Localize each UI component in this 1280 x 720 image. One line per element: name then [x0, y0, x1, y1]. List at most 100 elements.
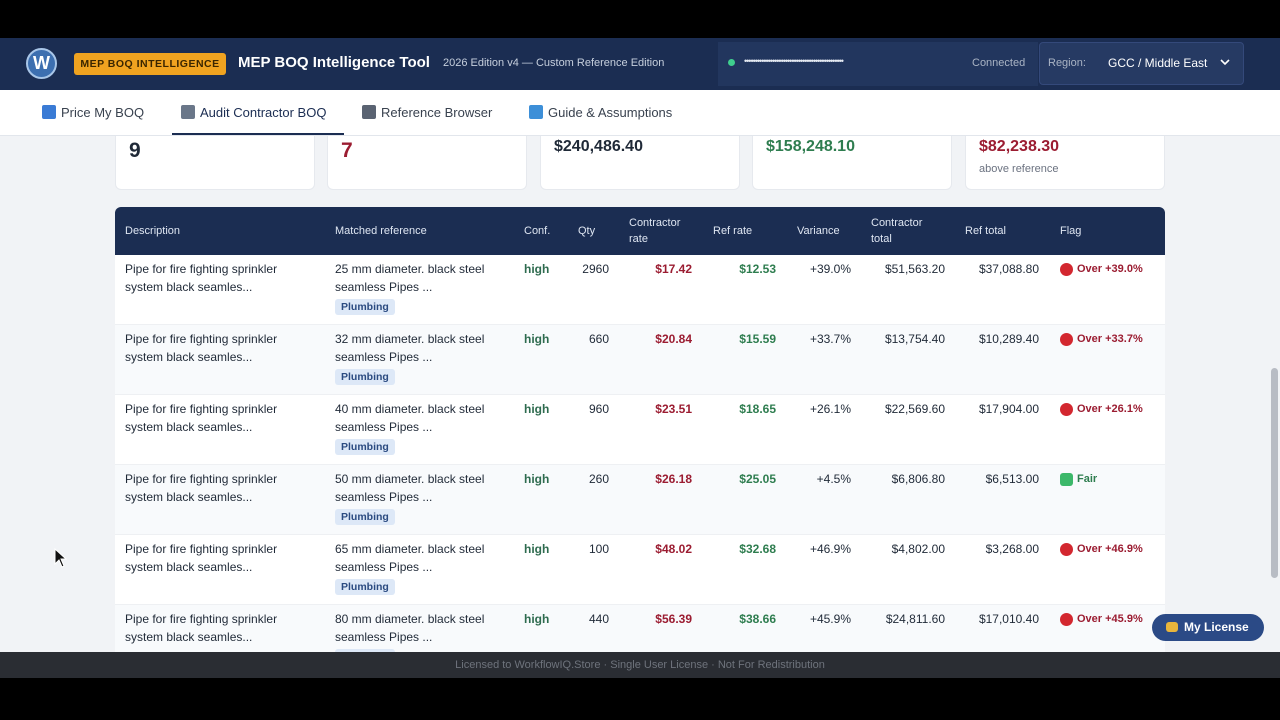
ref-total: $10,289.40: [978, 332, 1039, 346]
confidence: high: [524, 262, 550, 276]
contractor-total: $13,754.40: [884, 332, 945, 346]
tab[interactable]: Price My BOQ: [61, 105, 145, 120]
region-label: Region:: [1048, 57, 1086, 69]
qty: 660: [588, 332, 609, 346]
category-tag: Plumbing: [335, 509, 395, 525]
ref-rate: $32.68: [739, 542, 776, 556]
over-icon: [1060, 543, 1073, 556]
summary-card: [965, 136, 1165, 190]
tab-icon: [362, 105, 376, 119]
description: Pipe for fire fighting sprinkler system …: [125, 332, 278, 364]
tab[interactable]: Audit Contractor BOQ: [200, 105, 327, 120]
category-tag: Plumbing: [335, 299, 395, 315]
table-row: [115, 465, 1165, 535]
flag: Over +39.0%: [1077, 263, 1143, 275]
region-select[interactable]: [1039, 42, 1244, 85]
summary-card: [540, 136, 740, 190]
status-dot: [728, 59, 735, 66]
tab[interactable]: Reference Browser: [381, 105, 493, 120]
category-tag: Plumbing: [335, 579, 395, 595]
matched-reference: 32 mm diameter. black steel seamless Pip…: [335, 332, 485, 364]
cursor: [54, 548, 68, 568]
scrollbar-thumb[interactable]: [1271, 368, 1278, 578]
table-row: [115, 255, 1165, 325]
ref-rate: $12.53: [739, 262, 776, 276]
description: Pipe for fire fighting sprinkler system …: [125, 612, 278, 644]
contractor-total: $6,806.80: [891, 472, 945, 486]
description: Pipe for fire fighting sprinkler system …: [125, 402, 278, 434]
edition: 2026 Edition v4 — Custom Reference Editi…: [443, 57, 665, 69]
contractor-rate: $26.18: [655, 472, 692, 486]
variance: +46.9%: [809, 542, 851, 556]
card-value: $240,486.40: [554, 138, 643, 155]
api-key[interactable]: ••••••••••••••••••••••••••••••••••••••••…: [744, 56, 844, 66]
ref-total: $6,513.00: [985, 472, 1039, 486]
badge: MEP BOQ INTELLIGENCE: [74, 53, 226, 75]
flag: Fair: [1077, 473, 1098, 485]
summary-card: [115, 136, 315, 190]
variance: +45.9%: [809, 612, 851, 626]
column-header: Variance: [797, 225, 840, 237]
column-header: Contractor rate: [629, 217, 681, 245]
card-note: above reference: [979, 163, 1059, 175]
tab-underline: [172, 133, 344, 135]
matched-reference: 40 mm diameter. black steel seamless Pip…: [335, 402, 485, 434]
matched-reference: 80 mm diameter. black steel seamless Pip…: [335, 612, 485, 644]
region-value: GCC / Middle East: [1108, 56, 1208, 70]
contractor-rate: $23.51: [655, 402, 692, 416]
confidence: high: [524, 542, 550, 556]
app-title: MEP BOQ Intelligence Tool: [238, 54, 430, 71]
matched-reference: 50 mm diameter. black steel seamless Pip…: [335, 472, 485, 504]
card-value: $82,238.30: [979, 138, 1060, 155]
summary-card: [752, 136, 952, 190]
flag: Over +33.7%: [1077, 333, 1143, 345]
contractor-total: $24,811.60: [885, 612, 945, 626]
table-row: [115, 395, 1165, 465]
variance: +4.5%: [816, 472, 851, 486]
fair-icon: [1060, 473, 1073, 486]
over-icon: [1060, 613, 1073, 626]
connection-box: [718, 42, 1038, 86]
matched-reference: 65 mm diameter. black steel seamless Pip…: [335, 542, 485, 574]
key-icon: [1166, 622, 1178, 632]
table-row: [115, 605, 1165, 652]
qty: 440: [588, 612, 609, 626]
table-row: [115, 535, 1165, 605]
flag: Over +26.1%: [1077, 403, 1143, 415]
dropdown-icon: [1220, 59, 1230, 66]
tab-icon: [181, 105, 195, 119]
logo[interactable]: W: [26, 48, 57, 79]
variance: +33.7%: [809, 332, 851, 346]
confidence: high: [524, 612, 550, 626]
confidence: high: [524, 332, 550, 346]
contractor-total: $4,802.00: [891, 542, 945, 556]
card-value: 9: [129, 139, 141, 162]
table-row: [115, 325, 1165, 395]
flag: Over +46.9%: [1077, 543, 1143, 555]
column-header: Matched reference: [335, 225, 427, 237]
matched-reference: 25 mm diameter. black steel seamless Pip…: [335, 262, 485, 294]
tab[interactable]: Guide & Assumptions: [548, 105, 673, 120]
description: Pipe for fire fighting sprinkler system …: [125, 542, 278, 574]
variance: +39.0%: [809, 262, 851, 276]
contractor-total: $51,563.20: [884, 262, 945, 276]
qty: 100: [588, 542, 609, 556]
contractor-rate: $17.42: [655, 262, 692, 276]
column-header: Ref total: [965, 225, 1006, 237]
qty: 2960: [582, 262, 609, 276]
status: Connected: [972, 57, 1026, 69]
qty: 260: [588, 472, 609, 486]
column-header: Flag: [1060, 225, 1082, 237]
ref-rate: $15.59: [739, 332, 776, 346]
tab-bar: Price My BOQ Audit Contractor BOQ Referenc…: [0, 90, 1280, 136]
over-icon: [1060, 403, 1073, 416]
ref-rate: $18.65: [739, 402, 776, 416]
tab-icon: [529, 105, 543, 119]
qty: 960: [588, 402, 609, 416]
contractor-total: $22,569.60: [884, 402, 945, 416]
summary-card: [327, 136, 527, 190]
over-icon: [1060, 263, 1073, 276]
flag: Over +45.9%: [1077, 613, 1143, 625]
description: Pipe for fire fighting sprinkler system …: [125, 262, 278, 294]
variance: +26.1%: [809, 402, 851, 416]
